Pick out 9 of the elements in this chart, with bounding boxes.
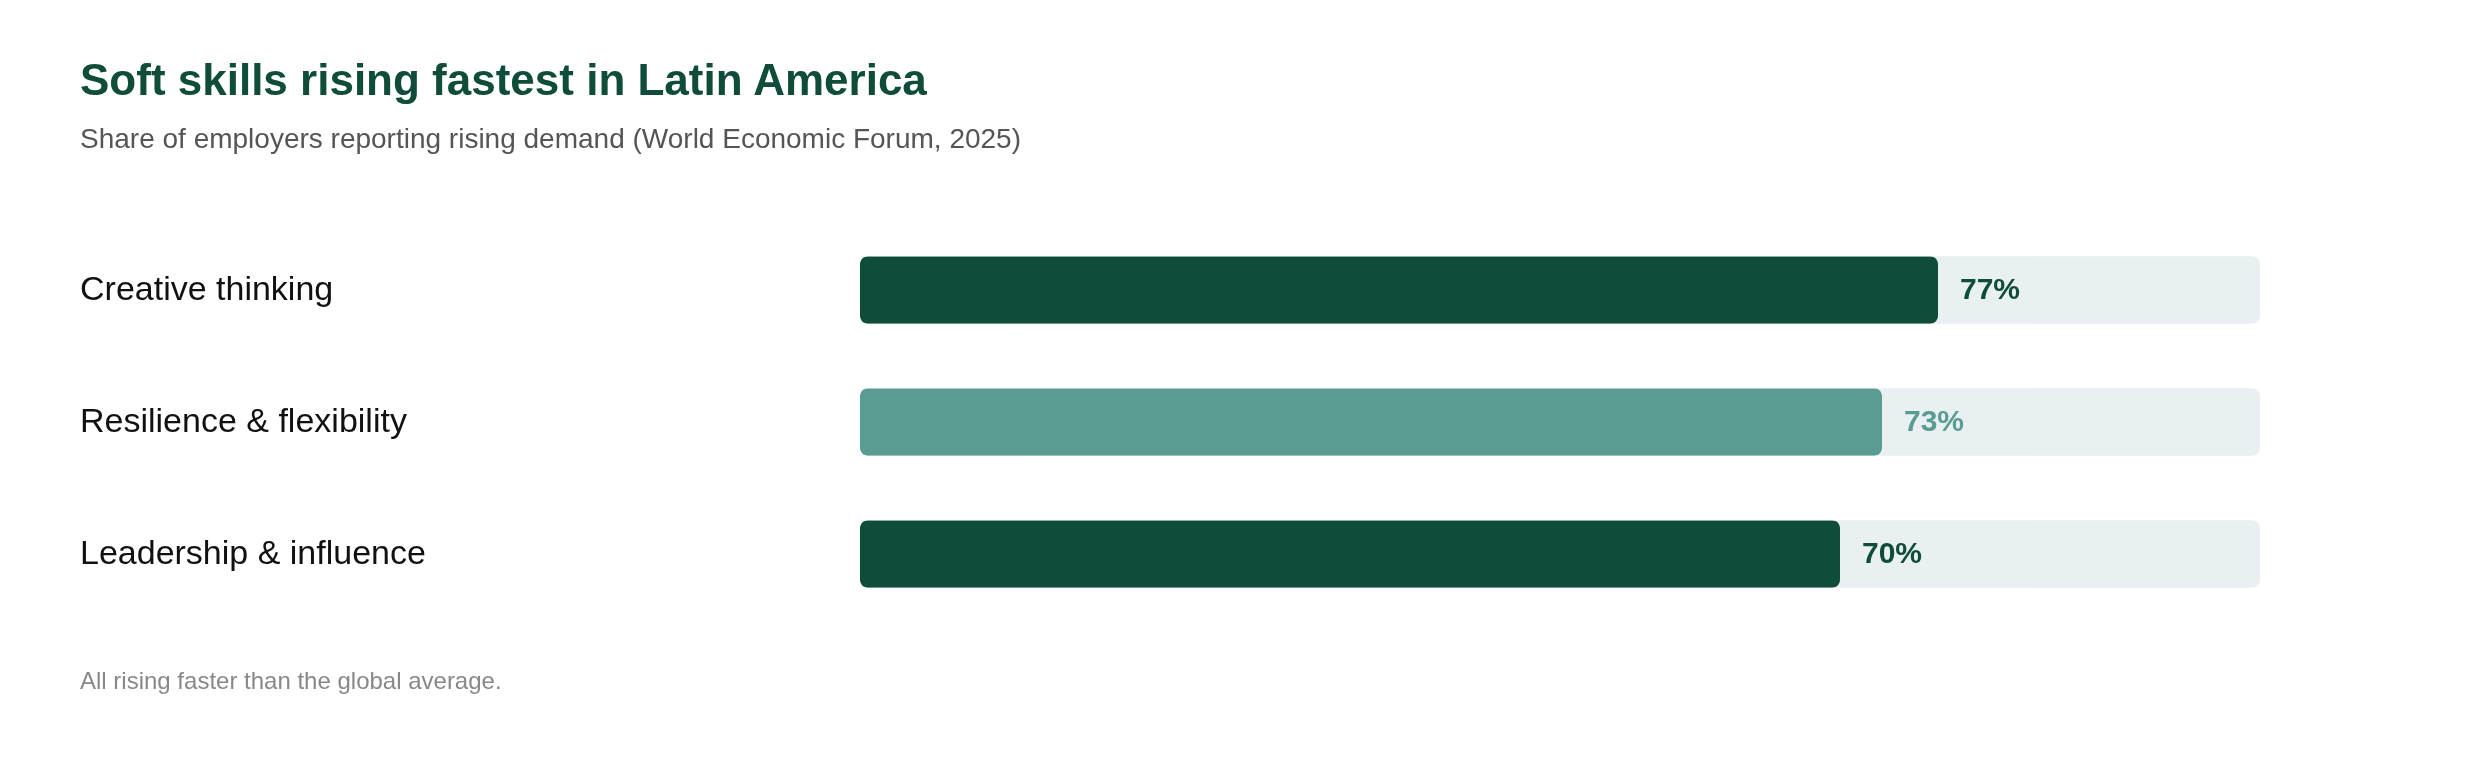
data-label: 77% <box>1960 272 2021 305</box>
text: Soft skills rising fastest in Latin America <box>80 55 928 104</box>
data-label: 73% <box>1904 404 1965 437</box>
y-tick-label: Leadership & influence <box>80 533 426 571</box>
data-label: 70% <box>1862 536 1923 569</box>
text: Share of employers reporting rising demand (World Economic Forum, 2025) <box>80 123 1022 154</box>
y-tick-label: Creative thinking <box>80 269 334 307</box>
y-tick-label: Resilience & flexibility <box>80 401 407 439</box>
text: All rising faster than the global average. <box>80 667 502 694</box>
